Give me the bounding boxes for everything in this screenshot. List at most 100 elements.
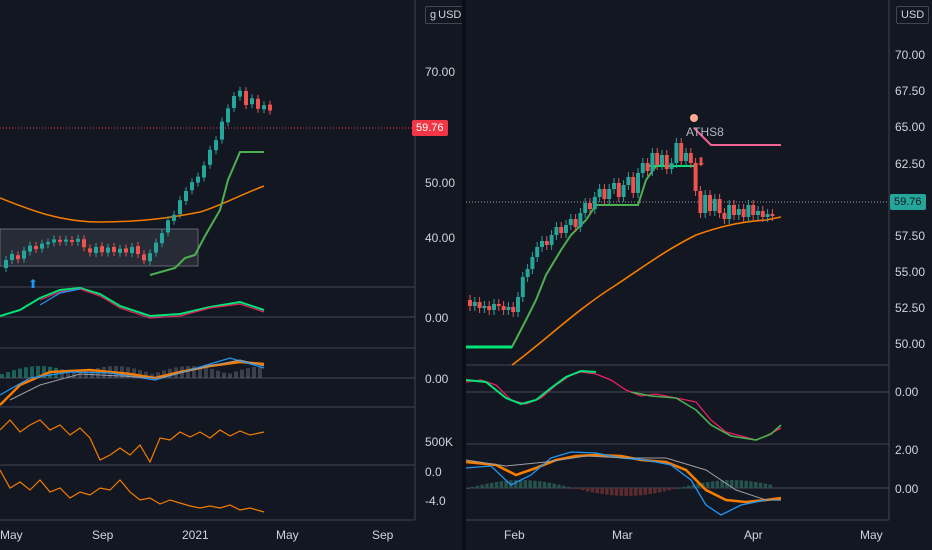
histogram-bar [538,481,542,488]
left-chart-canvas[interactable]: ⬆ [0,0,462,550]
histogram-bar [566,486,571,488]
histogram-bar [552,483,556,488]
orange-moving-average [0,185,265,223]
candle-body [732,205,736,215]
left-candles [4,86,272,272]
oscillator-orange-line [0,360,265,406]
candle-body [549,235,554,245]
left-chart-pane[interactable]: ⬆ g USD 70.00 59.76 50.00 40.00 0.00 0.00… [0,0,467,550]
time-label: May [276,528,299,542]
candle-body [477,302,482,308]
candle-body [770,214,775,216]
candle-body [708,195,712,211]
candle-body [660,155,664,165]
price-tick: 50.00 [425,176,456,190]
histogram-bar [662,488,667,492]
currency-prefix: g [430,9,437,21]
green-trailing-line [149,151,264,276]
left-currency-selector[interactable]: g USD [425,6,467,24]
candle-body [34,246,38,249]
bottom-tick: -4.0 [425,494,446,508]
histogram-bar [605,488,609,495]
candle-body [238,90,242,97]
histogram-bar [643,488,648,495]
histogram-bar [754,481,758,488]
histogram-bar [204,367,208,378]
histogram-bar [590,488,595,493]
candle-body [166,220,170,233]
histogram-bar [557,484,561,488]
right-chart-canvas[interactable]: ATHS8 ⬇ [466,0,932,550]
right-chart-pane[interactable]: ATHS8 ⬇ USD 70.00 67.50 65.00 62.50 59.7… [466,0,932,550]
histogram-bar [648,488,652,495]
candle-body [88,248,92,253]
histogram-bar [518,480,523,488]
histogram-bar [562,485,566,488]
histogram-bar [36,366,40,378]
candle-body [142,254,146,261]
histogram-bar [24,367,28,378]
histogram-bar [198,366,202,378]
candle-body [669,163,674,169]
candle-body [172,214,176,221]
price-tick: 70.00 [425,65,456,79]
histogram-bar [222,372,226,378]
histogram-bar [12,370,16,378]
time-label: Feb [504,528,525,542]
histogram-bar [686,485,691,488]
histogram-bar [624,488,628,496]
candle-body [190,182,194,191]
rsi-green-line-2 [630,391,782,441]
histogram-bar [571,488,576,489]
bottom-indicator-line [0,469,265,513]
histogram-bar [252,366,256,378]
candle-body [28,245,32,252]
buy-arrow-icon: ⬆ [28,277,38,291]
candle-body [184,191,188,201]
candle-body [4,260,8,268]
candle-body [492,304,496,310]
candle-body [741,209,746,217]
candle-body [118,248,122,253]
candle-body [106,247,110,253]
histogram-bar [144,371,148,378]
histogram-bar [132,368,136,378]
candle-body [472,302,477,306]
histogram-bar [586,488,590,492]
candle-body [703,195,708,213]
pane-divider[interactable] [462,0,466,550]
histogram-bar [228,373,232,378]
range-box[interactable] [0,228,199,267]
candle-body [22,250,26,259]
price-tick: 55.00 [895,265,926,279]
histogram-bar [78,373,82,378]
last-price-tag: 59.76 [412,120,448,136]
candle-body [208,149,212,165]
candle-body [650,153,655,171]
histogram-bar [528,480,532,488]
histogram-bar [138,369,142,378]
currency-label: USD [901,9,925,21]
time-label: 2021 [182,528,209,542]
candle-body [597,189,602,197]
candle-body [506,307,511,310]
histogram-bar [677,487,681,489]
time-label: Sep [372,528,394,542]
histogram-bar [667,488,672,491]
histogram-bar [90,369,94,378]
macd-tick: 0.00 [425,311,449,325]
candle-body [516,297,520,312]
candle-body [100,246,104,253]
time-label: Sep [92,528,114,542]
candle-body [616,183,621,197]
annotation-label: ATHS8 [686,125,724,139]
histogram-bar [696,483,700,488]
macd-orange-line [466,453,782,504]
candle-body [664,155,669,169]
candle-body [250,98,254,105]
histogram-bar [533,480,537,488]
histogram-bar [156,372,160,378]
right-currency-selector[interactable]: USD [896,6,930,24]
price-tick: 70.00 [895,48,926,62]
candle-body [501,306,506,310]
